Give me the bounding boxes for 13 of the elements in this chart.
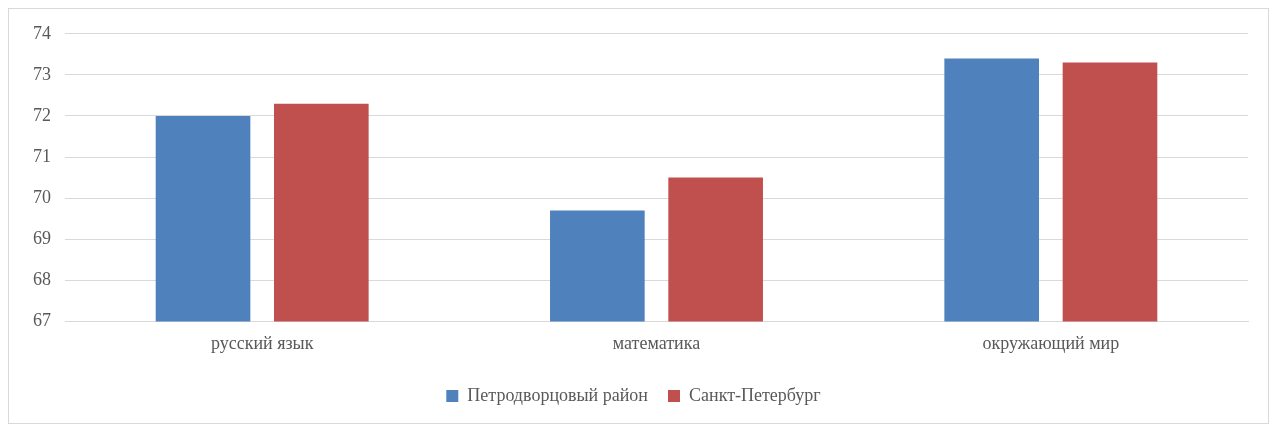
- x-tick-label: русский язык: [210, 332, 314, 353]
- y-tick-label: 68: [33, 269, 51, 290]
- legend-label: Петродворцовый район: [467, 384, 649, 405]
- y-tick-label: 73: [33, 63, 51, 84]
- y-tick-label: 74: [33, 22, 51, 43]
- y-tick-label: 71: [33, 145, 51, 166]
- y-tick-label: 67: [33, 310, 51, 331]
- x-tick-label: окружающий мир: [982, 332, 1120, 353]
- x-tick-label: математика: [612, 332, 701, 353]
- y-tick-label: 69: [33, 227, 51, 248]
- y-tick-label: 72: [33, 104, 51, 125]
- y-tick-label: 70: [33, 186, 51, 207]
- legend-label: Санкт-Петербург: [689, 384, 821, 405]
